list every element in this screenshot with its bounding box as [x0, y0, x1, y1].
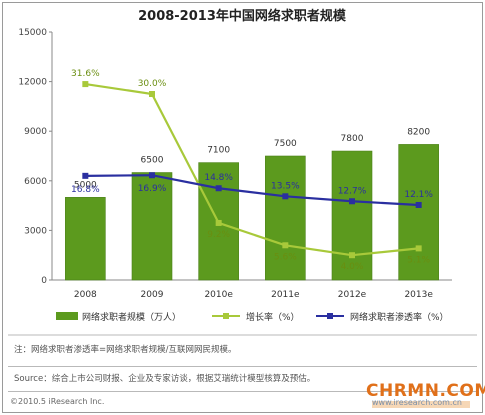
bar-value-label: 6500 — [141, 156, 164, 166]
series-value-label: 13.5% — [271, 181, 300, 191]
series-value-label: 31.6% — [71, 69, 100, 79]
series-value-label: 30.0% — [138, 79, 167, 89]
series-value-label: 12.1% — [404, 190, 433, 200]
series-value-label: 4.0% — [341, 262, 364, 272]
series-marker — [149, 91, 155, 97]
bar — [265, 155, 306, 281]
bar-value-label: 5000 — [74, 180, 97, 190]
series-value-label: 12.7% — [338, 186, 367, 196]
legend-marker-growth — [223, 313, 229, 319]
x-tick-label: 2010e — [204, 290, 233, 300]
series-value-label: 14.8% — [204, 173, 233, 183]
series-marker — [82, 81, 89, 88]
site-url: www.iresearch.com.cn — [372, 398, 462, 407]
y-tick-label: 0 — [41, 276, 47, 286]
legend-label: 网络求职者规模（万人） — [82, 311, 181, 323]
series-marker — [82, 172, 89, 179]
series-marker — [349, 252, 355, 259]
series-value-label: 9.2% — [207, 230, 230, 240]
bar-value-label: 7500 — [274, 139, 297, 149]
copyright-text: ©2010.5 iResearch Inc. — [10, 397, 105, 406]
chart: 2008-2013年中国网络求职者规模 0 3000 6000 9000 12000 150… — [8, 8, 477, 336]
watermark-logo: CHRMN.COM — [366, 381, 485, 401]
series-value-label: 16.8% — [71, 185, 100, 195]
chart-source: Source：综合上市公司财报、企业及专家访谈，根据艾瑞统计模型核算及预估。 — [14, 374, 316, 384]
watermark-bar — [372, 401, 470, 408]
y-tick-label: 15000 — [18, 28, 47, 38]
divider — [8, 366, 477, 367]
bar-value-label: 8200 — [407, 127, 430, 137]
x-tick-label: 2008 — [74, 290, 97, 300]
series-marker — [282, 193, 289, 200]
bar-value-label: 7100 — [207, 146, 230, 156]
bar — [65, 197, 106, 281]
bar — [331, 150, 373, 281]
y-tick-label: 6000 — [24, 177, 47, 187]
series-marker — [282, 242, 289, 249]
chart-note: 注：网络求职者渗透率=网络求职者规模/互联网网民规模。 — [14, 345, 237, 355]
series-marker — [215, 185, 222, 192]
series-marker — [349, 198, 355, 205]
y-tick-label: 3000 — [24, 226, 47, 236]
legend-label: 网络求职者渗透率（%） — [350, 311, 449, 323]
series-value-label: 5.1% — [407, 255, 430, 265]
series-value-label: 16.9% — [138, 184, 167, 194]
chart-title: 2008-2013年中国网络求职者规模 — [138, 8, 347, 24]
legend-marker-penetration — [327, 313, 333, 319]
series-marker — [415, 201, 422, 208]
series-marker — [215, 219, 222, 226]
bar — [398, 144, 439, 281]
series-line — [85, 82, 419, 257]
series-marker — [415, 245, 422, 252]
x-tick-label: 2011e — [271, 290, 300, 300]
legend-label: 增长率（%） — [246, 311, 300, 323]
bar-value-label: 7800 — [341, 134, 364, 144]
series-value-label: 5.6% — [274, 252, 297, 262]
x-tick-label: 2009 — [141, 290, 164, 300]
x-tick-label: 2013e — [404, 290, 433, 300]
series-line — [85, 174, 419, 207]
divider — [8, 391, 477, 392]
legend-swatch-bars — [56, 312, 78, 320]
y-tick-label: 12000 — [18, 78, 47, 88]
y-tick-label: 9000 — [24, 127, 47, 137]
x-tick-label: 2012e — [338, 290, 367, 300]
series-marker — [149, 172, 155, 179]
bar — [131, 172, 173, 281]
